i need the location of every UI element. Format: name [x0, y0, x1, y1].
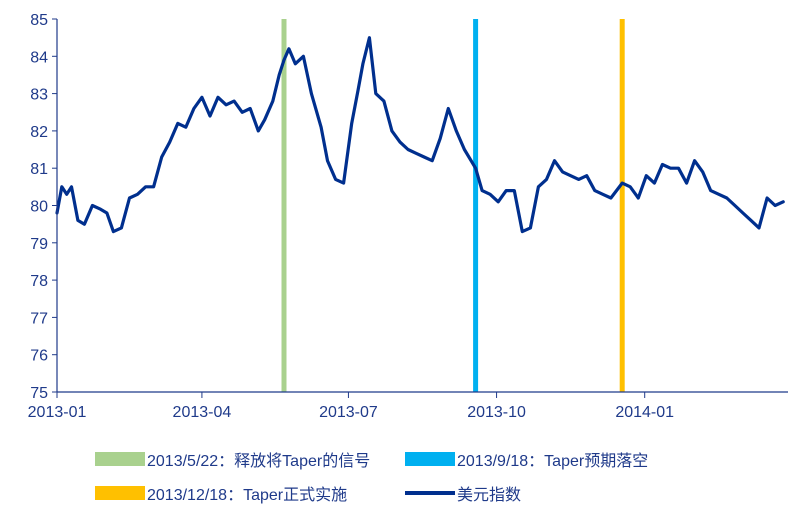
series-layer — [55, 36, 785, 234]
legend-swatch-event1 — [95, 452, 145, 466]
y-tick-label: 79 — [30, 236, 48, 253]
y-tick-label: 78 — [30, 273, 48, 290]
legend-label-event1: 2013/5/22：释放将Taper的信号 — [147, 453, 371, 470]
legend-label-event3: 2013/12/18：Taper正式实施 — [147, 487, 348, 504]
event-marker-1 — [281, 19, 287, 392]
legend-item-event1: 2013/5/22：释放将Taper的信号 — [95, 444, 370, 474]
y-tick-label: 80 — [30, 199, 48, 216]
axes: 75 76 77 78 79 80 81 82 83 84 85 2013-01 2013-04 2013… — [28, 12, 788, 421]
y-tick-label: 77 — [30, 310, 48, 327]
y-tick-label: 83 — [30, 87, 48, 104]
x-tick-label: 2013-07 — [319, 404, 378, 421]
legend-item-event2: 2013/9/18：Taper预期落空 — [405, 444, 648, 474]
legend-label-event2: 2013/9/18：Taper预期落空 — [457, 453, 649, 470]
event-marker-2 — [473, 19, 479, 392]
y-tick-label: 76 — [30, 348, 48, 365]
x-tick-label: 2014-01 — [615, 404, 674, 421]
y-tick-label: 81 — [30, 161, 48, 178]
legend-item-series: 美元指数 — [405, 478, 521, 508]
legend: 2013/5/22：释放将Taper的信号 2013/9/18：Taper预期落… — [0, 440, 802, 518]
event-marker-3 — [619, 19, 625, 392]
y-tick-label: 75 — [30, 385, 48, 402]
series-line-1 — [55, 36, 785, 234]
y-tick-label: 84 — [30, 49, 48, 66]
legend-swatch-event3 — [95, 486, 145, 500]
legend-swatch-series — [405, 491, 455, 495]
x-tick-label: 2013-10 — [467, 404, 526, 421]
usd-index-chart: 75 76 77 78 79 80 81 82 83 84 85 2013-01 2013-04 2013… — [28, 12, 788, 421]
legend-swatch-event2 — [405, 452, 455, 466]
legend-label-series: 美元指数 — [457, 487, 522, 504]
event-markers — [281, 19, 625, 392]
y-tick-label: 82 — [30, 124, 48, 141]
legend-item-event3: 2013/12/18：Taper正式实施 — [95, 478, 347, 508]
y-tick-label: 85 — [30, 12, 48, 29]
x-tick-label: 2013-04 — [173, 404, 232, 421]
x-tick-label: 2013-01 — [28, 404, 87, 421]
